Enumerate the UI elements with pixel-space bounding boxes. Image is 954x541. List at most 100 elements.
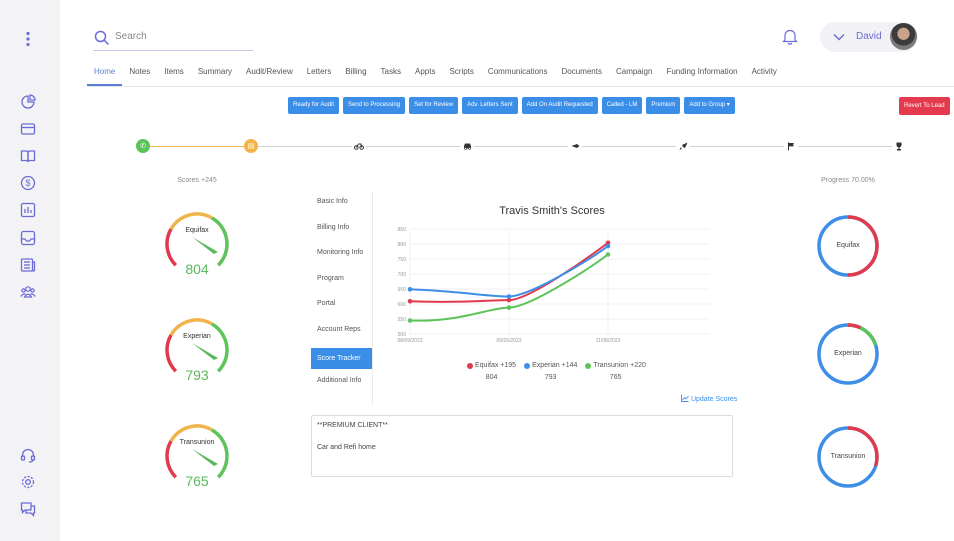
action-send-to-processing-button[interactable]: Send to Processing [343,97,406,114]
y-tick-label: 800 [398,242,407,248]
chart-icon [681,394,689,402]
step-rocket-icon[interactable] [676,139,690,153]
settings-icon[interactable] [18,472,38,492]
action-premium-button[interactable]: Premium [646,97,681,114]
ring-chart [817,215,879,277]
legend-label: Experian +144 [532,362,578,369]
y-tick-label: 850 [398,227,407,233]
legend-item[interactable]: Experian +144 793 [524,362,577,381]
gauge-value: 765 [185,473,209,489]
tab-notes[interactable]: Notes [129,67,151,76]
search-icon [94,30,110,46]
menu-item-basic-info[interactable]: Basic Info [317,198,348,205]
step-flag-icon[interactable] [784,139,798,153]
gauge-arc [165,424,229,479]
action-adv-letters-sent-button[interactable]: Adv. Letters Sent [462,97,518,114]
menu-item-additional-info[interactable]: Additional Info [317,376,362,384]
step-document-icon[interactable]: ▤ [244,139,258,153]
avatar[interactable] [890,23,917,50]
data-point-equifax[interactable] [407,299,413,304]
action-ready-for-audit-button[interactable]: Ready for Audit [288,97,340,114]
notes-line-2: Car and Refi home [317,444,376,451]
inbox-icon[interactable] [18,228,38,248]
tab-funding-information[interactable]: Funding Information [666,67,738,76]
ring-name: Transunion [830,453,866,460]
tab-letters[interactable]: Letters [306,67,332,76]
data-point-experian[interactable] [605,243,611,249]
ring-chart [817,426,879,488]
book-icon[interactable] [18,146,38,166]
legend-item[interactable]: Equifax +195 804 [467,362,516,381]
menu-item-billing-info[interactable]: Billing Info [317,223,350,231]
ring-name: Equifax [836,242,860,249]
step-trophy-icon[interactable] [892,139,906,153]
menu-item-monitoring-info[interactable]: Monitoring Info [317,249,364,257]
user-name: David [856,31,882,42]
data-point-experian[interactable] [407,287,413,292]
action-add-to-group-button[interactable]: Add to Group ▾ [684,97,735,114]
bar-chart-icon[interactable] [18,200,38,220]
tab-activity[interactable]: Activity [751,67,777,76]
gauge-arc [165,318,229,373]
progress-track [143,146,900,147]
menu-item-portal[interactable]: Portal [317,300,336,308]
update-scores-label: Update Scores [690,396,738,403]
gauge-equifax: Equifax 804 [162,206,232,284]
data-point-experian[interactable] [506,294,512,299]
notification-bell-icon[interactable] [782,28,798,50]
more-icon[interactable] [18,29,38,49]
tab-campaign[interactable]: Campaign [615,67,653,76]
newspaper-icon[interactable] [18,255,38,275]
data-point-equifax[interactable] [605,240,611,246]
gauge-name: Experian [183,333,211,340]
action-button-bar: Ready for Audit Send to Processing Set for… [288,97,735,114]
tab-appts[interactable]: Appts [415,67,436,76]
tab-items[interactable]: Items [164,67,184,76]
user-menu[interactable]: David [820,22,918,52]
tab-summary[interactable]: Summary [197,67,233,76]
menu-item-program[interactable]: Program [317,274,344,282]
search-bar [93,29,253,51]
menu-item-score-tracker[interactable]: Score Tracker [311,347,373,369]
tab-communications[interactable]: Communications [487,67,548,76]
gauge-name: Equifax [185,227,209,234]
step-plane-icon[interactable] [568,139,582,153]
legend-value: 804 [485,374,498,381]
action-called-lm-button[interactable]: Called - LM [601,97,643,114]
revert-to-lead-button[interactable]: Revert To Lead [899,97,950,115]
y-tick-label: 650 [398,287,407,293]
users-icon[interactable] [18,282,38,302]
step-phone-icon[interactable]: ✆ [136,139,150,153]
data-point-transunion[interactable] [605,252,611,257]
tab-tasks[interactable]: Tasks [380,67,401,76]
menu-divider [372,192,373,405]
action-set-for-review-button[interactable]: Set for Review [409,97,459,114]
pie-chart-icon[interactable] [18,92,38,112]
step-car-icon[interactable] [460,139,474,153]
update-scores-link[interactable]: Update Scores [681,394,737,403]
score-line-chart: 500 550 600 650 700 750 800 850 08/09/2023 09/26/… [397,227,710,344]
tab-documents[interactable]: Documents [561,67,602,76]
headset-icon[interactable] [18,445,38,465]
progress-ring-equifax: Equifax [816,205,880,285]
tab-audit-review[interactable]: Audit/Review [246,67,293,76]
dollar-icon[interactable]: $ [18,173,38,193]
data-point-transunion[interactable] [407,318,413,323]
data-point-transunion[interactable] [506,305,512,310]
tab-scripts[interactable]: Scripts [449,67,474,76]
legend-item[interactable]: Transunion +220 765 [585,362,646,381]
chart-legend: Equifax +195 804 Experian +144 793 Transun… [467,362,646,381]
search-input[interactable] [115,31,245,42]
tab-home[interactable]: Home [87,62,123,86]
credit-card-icon[interactable] [18,119,38,139]
chat-icon[interactable] [18,499,38,519]
step-bike-icon[interactable] [352,139,366,153]
menu-item-account-reps[interactable]: Account Reps [317,325,361,333]
gauge-arc [165,212,229,267]
data-point-equifax[interactable] [506,297,512,303]
tab-billing[interactable]: Billing [345,67,367,76]
gauge-value: 793 [185,367,209,383]
notes-box[interactable]: **PREMIUM CLIENT** Car and Refi home [311,415,733,477]
progress-ring-transunion: Transunion [816,416,880,496]
action-add-on-audit-requested-button[interactable]: Add On Audit Requested [521,97,598,114]
